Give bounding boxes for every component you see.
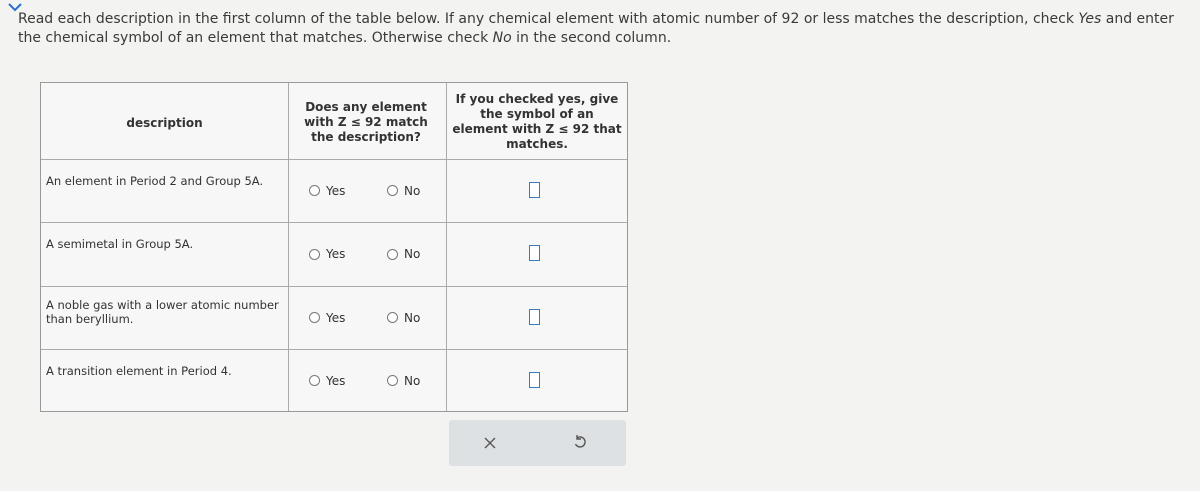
row-description: An element in Period 2 and Group 5A. xyxy=(46,173,264,188)
row-divider xyxy=(41,159,627,160)
header-cell: description xyxy=(126,116,203,130)
symbol-input[interactable] xyxy=(529,181,540,198)
radio-label: Yes xyxy=(326,373,346,388)
radio-option[interactable]: No xyxy=(387,247,420,261)
header-cell: Does any element with Z ≤ 92 match the d… xyxy=(304,100,428,144)
radio-button[interactable] xyxy=(387,185,398,196)
row-description: A transition element in Period 4. xyxy=(46,363,232,378)
radio-label: Yes xyxy=(326,310,346,325)
radio-label: No xyxy=(404,310,421,325)
row-divider xyxy=(41,222,627,223)
radio-label: Yes xyxy=(326,247,346,261)
symbol-input[interactable] xyxy=(529,245,540,261)
radio-button[interactable] xyxy=(309,312,320,323)
radio-label: No xyxy=(404,373,421,388)
radio-option[interactable]: No xyxy=(387,311,420,325)
radio-button[interactable] xyxy=(387,375,398,386)
collapse-chevron[interactable] xyxy=(8,2,22,12)
radio-button[interactable] xyxy=(387,312,398,323)
radio-option[interactable]: No xyxy=(387,374,420,388)
symbol-input[interactable] xyxy=(529,371,540,388)
radio-label: Yes xyxy=(326,183,346,198)
undo-button[interactable] xyxy=(573,435,587,450)
radio-label: No xyxy=(404,183,421,198)
column-divider xyxy=(446,83,447,411)
row-divider xyxy=(41,349,627,350)
radio-option[interactable]: Yes xyxy=(309,311,345,325)
instruction-emphasis: No xyxy=(492,30,512,46)
question-table: description Does any element with Z ≤ 92… xyxy=(40,82,628,412)
radio-option[interactable]: No xyxy=(387,184,420,198)
instructions: Read each description in the first colum… xyxy=(18,10,1183,48)
instruction-text: and enter the chemical symbol of an elem… xyxy=(18,11,1174,46)
radio-button[interactable] xyxy=(309,375,320,386)
radio-button[interactable] xyxy=(309,185,320,196)
row-description: A noble gas with a lower atomic number t… xyxy=(46,297,279,326)
radio-option[interactable]: Yes xyxy=(309,374,345,388)
radio-option[interactable]: Yes xyxy=(309,184,345,198)
clear-button[interactable] xyxy=(484,437,496,449)
radio-button[interactable] xyxy=(309,248,320,260)
row-divider xyxy=(41,286,627,287)
radio-label: No xyxy=(404,247,421,261)
instruction-text: in the second column. xyxy=(511,30,672,46)
symbol-input[interactable] xyxy=(529,308,540,325)
radio-option[interactable]: Yes xyxy=(309,247,345,261)
row-description: A semimetal in Group 5A. xyxy=(46,237,194,251)
button-bar xyxy=(449,420,626,466)
instruction-text: Read each description in the first colum… xyxy=(18,11,1079,27)
column-divider xyxy=(288,83,289,411)
header-cell: If you checked yes, give the symbol of a… xyxy=(452,92,622,151)
instruction-emphasis: Yes xyxy=(1078,11,1102,27)
radio-button[interactable] xyxy=(387,248,398,260)
